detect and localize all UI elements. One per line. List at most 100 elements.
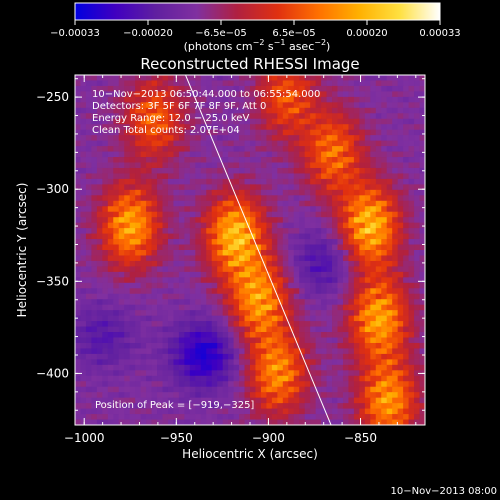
heatmap-cell — [293, 217, 300, 224]
heatmap-cell — [80, 304, 87, 311]
heatmap-cell — [386, 140, 393, 147]
heatmap-cell — [178, 178, 185, 185]
heatmap-cell — [206, 310, 213, 317]
heatmap-cell — [85, 277, 92, 284]
heatmap-cell — [277, 184, 284, 191]
heatmap-cell — [107, 342, 114, 349]
heatmap-cell — [370, 370, 377, 377]
heatmap-cell — [386, 293, 393, 300]
heatmap-cell — [135, 408, 142, 415]
heatmap-cell — [282, 239, 289, 245]
heatmap-cell — [266, 118, 273, 125]
heatmap-cell — [342, 217, 349, 224]
heatmap-cell — [392, 244, 399, 251]
heatmap-cell — [178, 107, 185, 114]
heatmap-cell — [239, 85, 245, 92]
heatmap-cell — [239, 266, 245, 273]
heatmap-cell — [386, 162, 393, 169]
heatmap-cell — [151, 326, 158, 333]
heatmap-cell — [271, 282, 278, 289]
heatmap-cell — [381, 80, 388, 87]
heatmap-cell — [342, 140, 349, 147]
heatmap-cell — [200, 277, 207, 284]
heatmap-cell — [288, 266, 295, 273]
heatmap-cell — [195, 91, 202, 98]
heatmap-cell — [359, 85, 366, 92]
heatmap-cell — [337, 195, 344, 202]
heatmap-cell — [277, 211, 284, 218]
heatmap-cell — [189, 228, 196, 234]
heatmap-cell — [167, 217, 174, 224]
heatmap-cell — [304, 118, 311, 125]
heatmap-cell — [206, 85, 213, 92]
heatmap-cell — [244, 381, 251, 388]
heatmap-cell — [403, 348, 409, 355]
heatmap-cell — [146, 118, 152, 125]
heatmap-cell — [386, 184, 393, 191]
heatmap-cell — [162, 392, 169, 399]
heatmap-cell — [222, 304, 229, 311]
heatmap-cell — [222, 326, 229, 333]
heatmap-cell — [233, 250, 240, 256]
heatmap-cell — [392, 332, 399, 338]
heatmap-cell — [299, 157, 306, 163]
heatmap-cell — [392, 250, 399, 256]
heatmap-cell — [414, 118, 420, 125]
heatmap-cell — [337, 386, 344, 393]
heatmap-cell — [124, 206, 131, 213]
heatmap-cell — [140, 321, 147, 327]
heatmap-cell — [288, 293, 295, 300]
heatmap-cell — [392, 337, 399, 344]
heatmap-cell — [239, 392, 245, 399]
heatmap-cell — [118, 80, 125, 87]
heatmap-cell — [75, 392, 81, 399]
heatmap-cell — [293, 414, 300, 420]
heatmap-cell — [233, 304, 240, 311]
heatmap-cell — [310, 140, 317, 147]
heatmap-cell — [80, 310, 87, 317]
heatmap-cell — [266, 85, 273, 92]
heatmap-cell — [321, 239, 327, 245]
heatmap-cell — [370, 414, 377, 420]
heatmap-cell — [96, 228, 103, 234]
heatmap-cell — [178, 96, 185, 103]
heatmap-cell — [195, 348, 202, 355]
heatmap-cell — [255, 173, 262, 180]
heatmap-cell — [228, 228, 234, 234]
heatmap-cell — [113, 271, 120, 278]
heatmap-cell — [260, 124, 267, 131]
heatmap-cell — [146, 326, 152, 333]
heatmap-cell — [195, 397, 202, 404]
heatmap-cell — [162, 113, 169, 120]
heatmap-cell — [217, 118, 224, 125]
heatmap-cell — [167, 288, 174, 295]
heatmap-cell — [140, 167, 147, 174]
heatmap-cell — [211, 113, 218, 120]
heatmap-cell — [124, 173, 131, 180]
heatmap-cell — [151, 228, 158, 234]
heatmap-cell — [392, 260, 399, 267]
heatmap-cell — [310, 151, 317, 158]
heatmap-cell — [91, 304, 98, 311]
heatmap-cell — [250, 206, 256, 213]
heatmap-cell — [348, 266, 355, 273]
heatmap-cell — [266, 250, 273, 256]
heatmap-cell — [96, 107, 103, 114]
heatmap-cell — [397, 211, 404, 218]
heatmap-cell — [113, 403, 120, 409]
heatmap-cell — [200, 408, 207, 415]
heatmap-cell — [321, 118, 327, 125]
heatmap-cell — [348, 353, 355, 360]
heatmap-cell — [288, 129, 295, 136]
heatmap-cell — [189, 315, 196, 322]
heatmap-cell — [206, 217, 213, 224]
heatmap-cell — [315, 211, 322, 218]
heatmap-cell — [189, 255, 196, 262]
heatmap-cell — [271, 189, 278, 196]
heatmap-cell — [326, 124, 333, 131]
heatmap-cell — [167, 129, 174, 136]
heatmap-cell — [342, 118, 349, 125]
heatmap-cell — [184, 370, 191, 377]
heatmap-cell — [173, 342, 180, 349]
